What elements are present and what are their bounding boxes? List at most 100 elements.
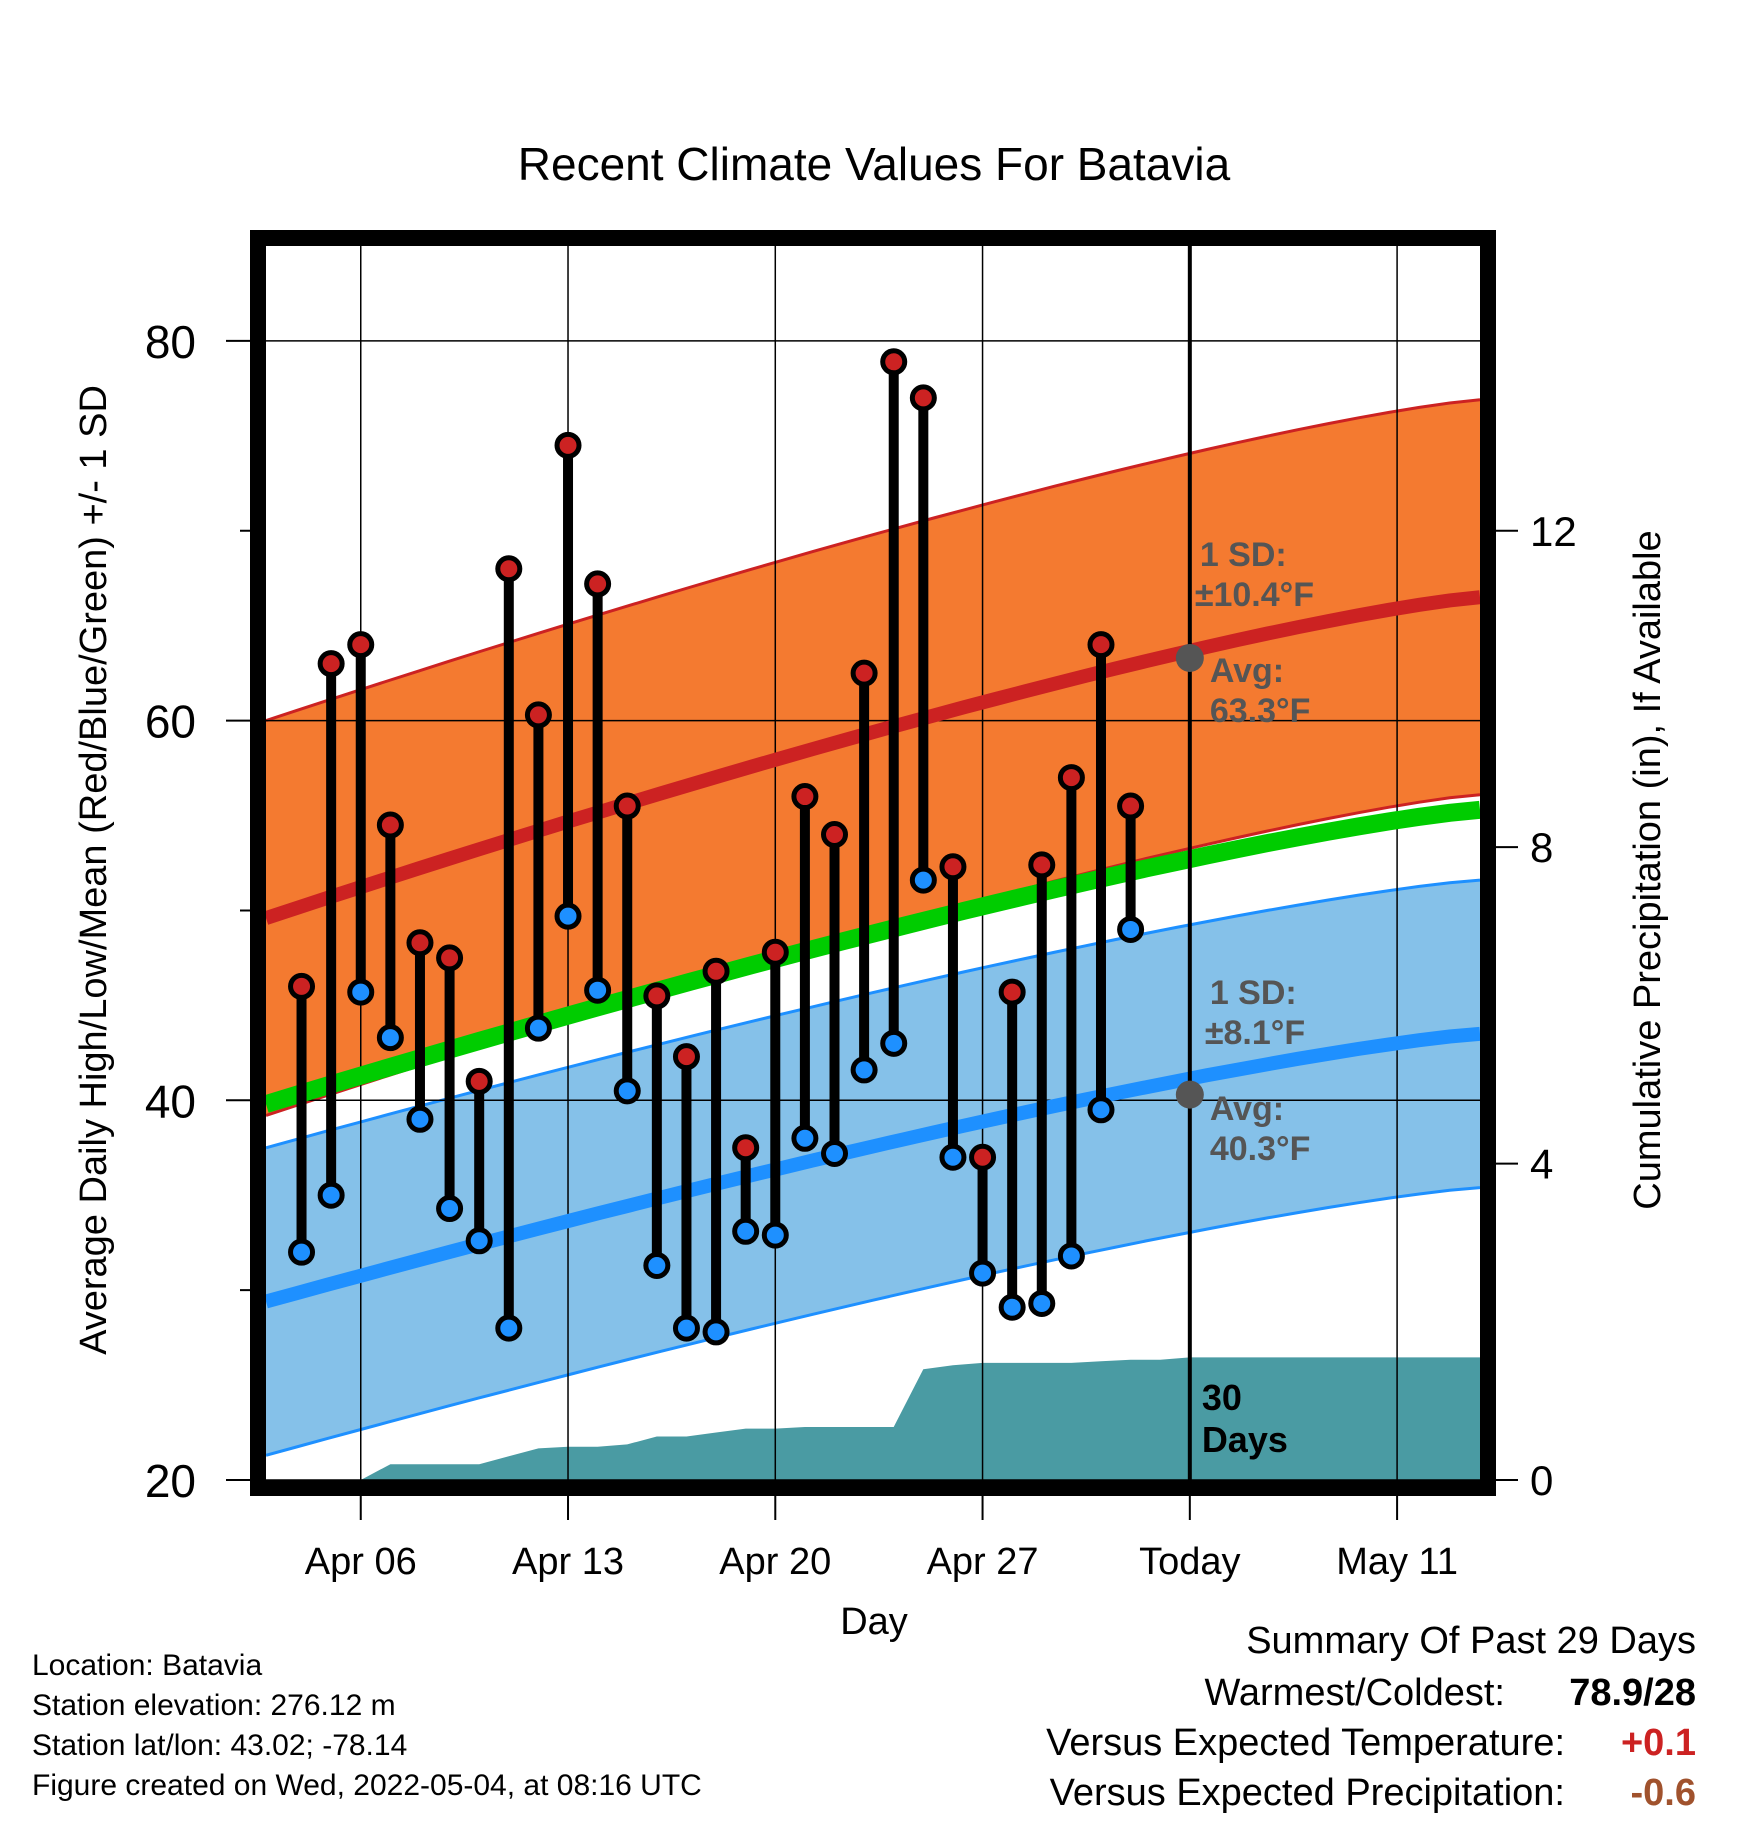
x-tick-label-5: May 11: [1336, 1541, 1458, 1583]
daily-high-point: [998, 978, 1026, 1006]
high-avg-label: Avg:: [1210, 652, 1284, 690]
daily-high-point: [732, 1134, 760, 1162]
y-tick-label-2: 60: [145, 696, 196, 748]
y2-tick-label-0: 0: [1530, 1457, 1553, 1504]
summary-warm-label: Warmest/Coldest:: [1204, 1672, 1505, 1714]
info-elevation: Station elevation: 276.12 m: [32, 1689, 396, 1722]
daily-low-point: [1057, 1242, 1085, 1270]
daily-high-point: [969, 1143, 997, 1171]
low-avg-value: 40.3°F: [1210, 1130, 1311, 1168]
daily-high-point: [436, 944, 464, 972]
avg-mean-line: [266, 800, 1480, 1113]
daily-low-point: [791, 1124, 819, 1152]
daily-low-point: [702, 1318, 730, 1346]
daily-high-point: [880, 348, 908, 376]
info-latlon: Station lat/lon: 43.02; -78.14: [32, 1729, 408, 1762]
daily-high-point: [643, 982, 671, 1010]
info-created: Figure created on Wed, 2022-05-04, at 08…: [32, 1769, 702, 1802]
daily-low-point: [1087, 1096, 1115, 1124]
daily-low-point: [613, 1077, 641, 1105]
daily-high-point: [1087, 631, 1115, 659]
summary-temp-label: Versus Expected Temperature:: [1046, 1722, 1565, 1764]
low-avg-label: Avg:: [1210, 1090, 1284, 1128]
daily-low-point: [347, 978, 375, 1006]
low-sd-label: 1 SD:: [1210, 974, 1297, 1012]
daily-low-point: [939, 1143, 967, 1171]
daily-high-point: [554, 431, 582, 459]
daily-low-point: [317, 1181, 345, 1209]
high-avg-value: 63.3°F: [1210, 692, 1311, 730]
y-tick-label-0: 20: [145, 1455, 196, 1507]
daily-low-point: [495, 1314, 523, 1342]
summary-temp-value: +0.1: [1620, 1722, 1696, 1764]
daily-high-point: [524, 701, 552, 729]
daily-high-point: [702, 957, 730, 985]
daily-high-point: [850, 659, 878, 687]
x-tick-label-0: Apr 06: [305, 1541, 417, 1583]
low-sd-lower-line: [266, 1186, 1480, 1457]
daily-high-point: [909, 384, 937, 412]
daily-high-point: [584, 570, 612, 598]
daily-low-point: [406, 1105, 434, 1133]
daily-low-point: [732, 1217, 760, 1245]
daily-low-point: [288, 1238, 316, 1266]
x-tick-label-3: Apr 27: [927, 1541, 1039, 1583]
daily-high-point: [1057, 764, 1085, 792]
y2-tick-label-3: 12: [1530, 508, 1577, 555]
precip-label-line1: 30: [1202, 1377, 1242, 1418]
daily-high-point: [406, 929, 434, 957]
low-sd-value: ±8.1°F: [1205, 1014, 1305, 1052]
daily-low-point: [1028, 1289, 1056, 1317]
y2-tick-label-2: 8: [1530, 824, 1553, 871]
today-avg-high-marker: [1175, 643, 1204, 672]
avg-high-line: [266, 590, 1480, 925]
y-axis-label: Average Daily High/Low/Mean (Red/Blue/Gr…: [73, 385, 115, 1355]
daily-high-point: [821, 821, 849, 849]
daily-high-point: [791, 783, 819, 811]
high-sd-label: 1 SD:: [1200, 536, 1287, 574]
x-axis-label: Day: [840, 1601, 908, 1643]
daily-high-point: [495, 555, 523, 583]
summary-precip-label: Versus Expected Precipitation:: [1049, 1772, 1565, 1814]
daily-high-point: [613, 792, 641, 820]
x-tick-label-2: Apr 20: [719, 1541, 831, 1583]
daily-high-point: [1117, 792, 1145, 820]
chart-title: Recent Climate Values For Batavia: [518, 138, 1231, 190]
daily-low-point: [850, 1056, 878, 1084]
daily-low-point: [584, 976, 612, 1004]
daily-low-point: [554, 902, 582, 930]
info-location: Location: Batavia: [32, 1649, 263, 1682]
daily-low-point: [821, 1139, 849, 1167]
daily-high-point: [317, 650, 345, 678]
daily-low-point: [1117, 915, 1145, 943]
y2-tick-label-1: 4: [1530, 1141, 1553, 1188]
daily-low-point: [761, 1221, 789, 1249]
daily-high-point: [939, 853, 967, 881]
daily-low-point: [998, 1293, 1026, 1321]
high-sd-upper-line: [266, 398, 1480, 723]
daily-low-point: [436, 1195, 464, 1223]
daily-low-point: [524, 1014, 552, 1042]
daily-low-point: [969, 1259, 997, 1287]
precip-label-line2: Days: [1202, 1419, 1288, 1460]
daily-low-point: [672, 1314, 700, 1342]
summary-title: Summary Of Past 29 Days: [1246, 1620, 1696, 1662]
daily-high-point: [761, 938, 789, 966]
daily-high-point: [347, 631, 375, 659]
summary-precip-value: -0.6: [1630, 1772, 1696, 1814]
low-sd-band: [266, 880, 1480, 1456]
daily-high-point: [288, 972, 316, 1000]
daily-low-point: [465, 1227, 493, 1255]
low-sd-upper-line: [266, 878, 1480, 1150]
today-avg-low-marker: [1175, 1080, 1204, 1109]
high-sd-band: [266, 399, 1480, 1116]
y-tick-label-3: 80: [145, 316, 196, 368]
x-tick-label-4: Today: [1139, 1541, 1240, 1583]
plot-frame: [250, 230, 1496, 1496]
daily-low-point: [880, 1029, 908, 1057]
daily-low-point: [643, 1251, 671, 1279]
daily-high-point: [465, 1067, 493, 1095]
summary-warm-value: 78.9/28: [1569, 1672, 1696, 1714]
